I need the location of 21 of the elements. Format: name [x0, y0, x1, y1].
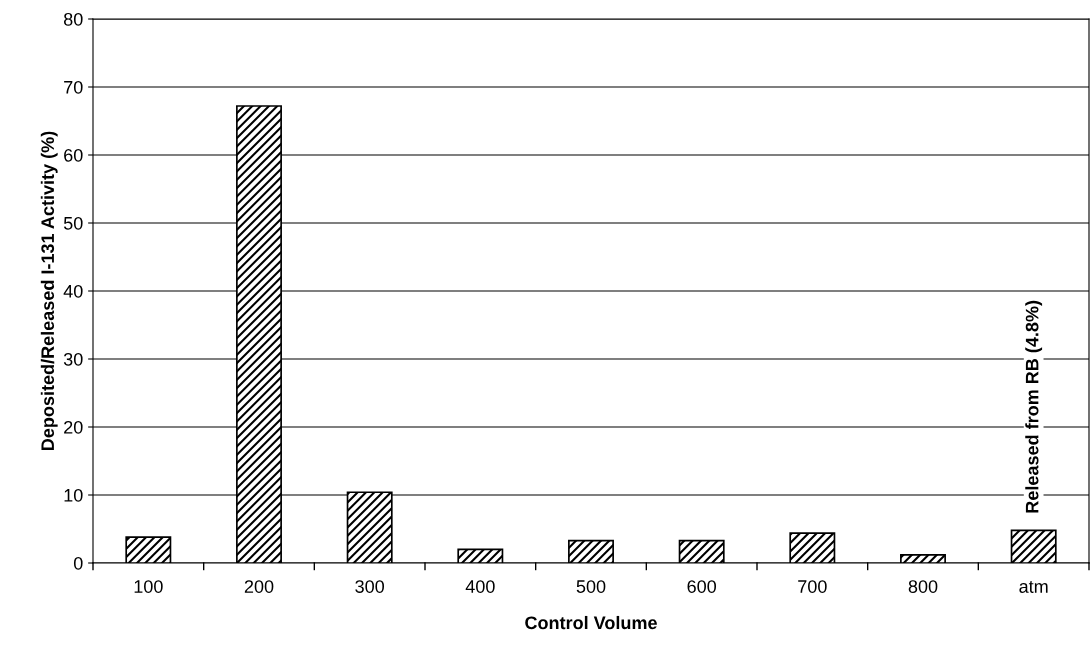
x-tick-label: atm — [1019, 581, 1048, 593]
y-tick-label: 50 — [63, 216, 83, 230]
y-tick-label: 10 — [64, 488, 83, 502]
x-tick-label: 300 — [355, 580, 385, 593]
y-tick-label: 0 — [73, 556, 83, 570]
x-tick-label: 500 — [576, 580, 606, 593]
y-axis-title: Deposited/Released I-131 Activity (%) — [40, 131, 58, 450]
y-tick-label: 60 — [64, 148, 83, 162]
x-tick-label: 200 — [244, 580, 274, 593]
y-tick-label: 70 — [64, 80, 83, 94]
x-tick-label: 400 — [465, 580, 495, 593]
y-tick-label: 30 — [63, 352, 83, 366]
x-tick-label: 700 — [798, 580, 827, 593]
annotation: Released from RB (4.8%) — [1025, 300, 1043, 513]
y-tick-label: 40 — [63, 284, 83, 298]
y-tick-label: 80 — [63, 12, 83, 26]
x-tick-label: 100 — [134, 580, 163, 593]
x-tick-label: 800 — [908, 580, 938, 593]
y-tick-label: 20 — [64, 420, 83, 434]
x-axis-title: Control Volume — [525, 615, 657, 630]
x-tick-label: 600 — [687, 580, 717, 593]
